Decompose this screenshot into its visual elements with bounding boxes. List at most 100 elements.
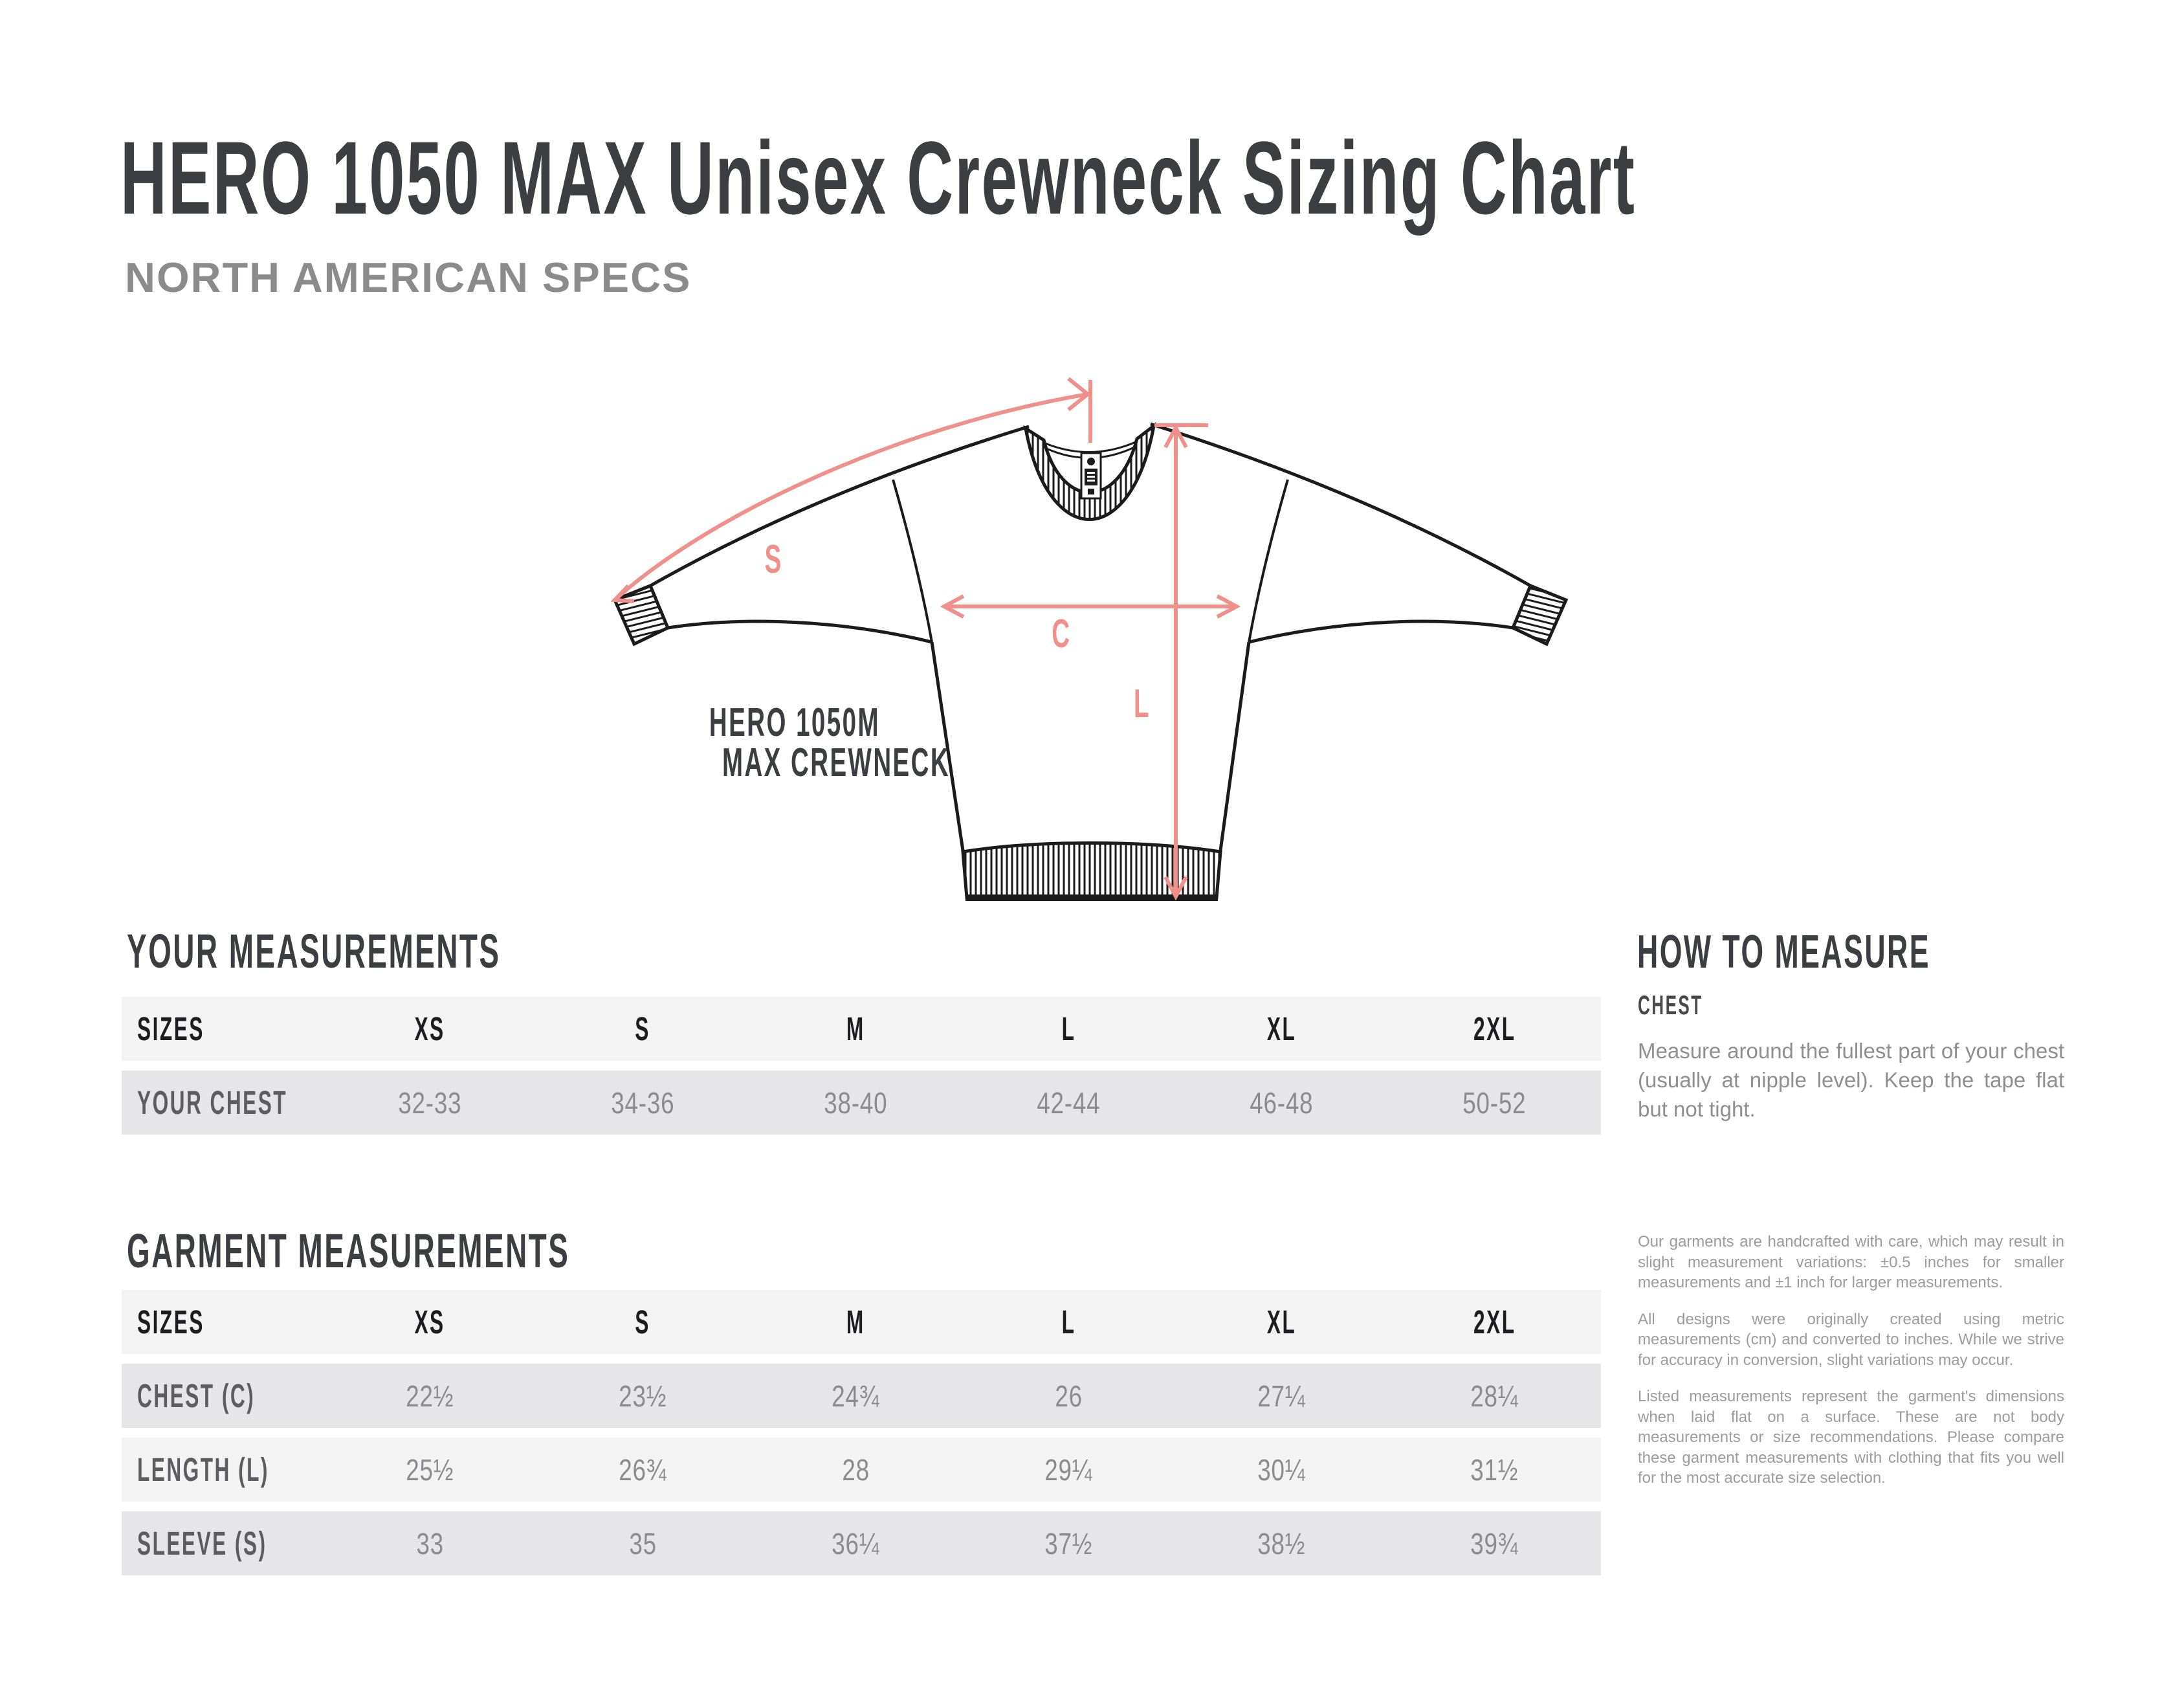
table-row: CHEST (C) 22½ 23½ 24¾ 26 27¼ 28¼ (122, 1364, 1601, 1428)
value-cell-text: 50-52 (1462, 1085, 1527, 1120)
value-cell-text: 27¼ (1257, 1379, 1306, 1413)
note-paragraph-3: Listed measurements represent the garmen… (1638, 1388, 2064, 1487)
header-cell-s-text: S (635, 1304, 651, 1340)
product-label-line1: HERO 1050M (709, 700, 881, 745)
value-cell-text: 32-33 (398, 1085, 462, 1120)
value-cell: 25½ (324, 1452, 536, 1487)
left-body-side (930, 641, 965, 851)
product-label-line2: MAX CREWNECK (722, 740, 951, 785)
garment-measurements-table: SIZES XS S M L XL 2XL CHEST (C) 22½ 23½ 24¾ 26 27¼ 28… (122, 1290, 1601, 1585)
value-cell-text: 31½ (1470, 1452, 1519, 1487)
value-cell: 26¾ (536, 1452, 749, 1487)
left-sleeve-underside (667, 619, 932, 644)
value-cell-text: 46-48 (1250, 1085, 1314, 1120)
note-paragraph-1: Our garments are handcrafted with care, … (1638, 1233, 2064, 1291)
header-cell-sizes-text: SIZES (137, 1010, 204, 1047)
header-cell-xl-text: XL (1266, 1304, 1297, 1340)
value-cell-text: 22½ (406, 1379, 454, 1413)
value-cell: 36¼ (749, 1526, 962, 1561)
header-cell-l-text: L (1061, 1304, 1076, 1340)
right-seam (1248, 479, 1289, 643)
value-cell: 33 (324, 1526, 536, 1561)
value-cell: 42-44 (962, 1085, 1175, 1120)
garment-measurements-heading: GARMENT MEASUREMENTS (127, 1224, 570, 1278)
sleeve-arrow (613, 392, 1088, 602)
row-label: LENGTH (L) (122, 1453, 324, 1486)
measure-marks (610, 377, 1241, 901)
header-cell-m: M (749, 1305, 962, 1338)
header-cell-s-text: S (635, 1010, 651, 1047)
neckline-inner-line-1 (1043, 440, 1138, 453)
left-shoulder-line (649, 425, 1030, 588)
row-label: YOUR CHEST (122, 1086, 324, 1119)
value-cell-text: 34-36 (611, 1085, 675, 1120)
value-cell: 37½ (962, 1526, 1175, 1561)
value-cell: 30¼ (1175, 1452, 1388, 1487)
page-title: HERO 1050 MAX Unisex Crewneck Sizing Cha… (120, 120, 1637, 236)
value-cell-text: 30¼ (1257, 1452, 1306, 1487)
length-arrowhead-top (1164, 423, 1188, 449)
chest-arrow-label: C (1051, 612, 1072, 656)
length-arrowhead-bottom (1164, 876, 1188, 901)
value-cell: 50-52 (1388, 1085, 1601, 1120)
your-measurements-heading: YOUR MEASUREMENTS (127, 924, 501, 978)
left-seam (892, 479, 933, 643)
product-label: HERO 1050M MAX CREWNECK (652, 700, 949, 783)
value-cell: 31½ (1388, 1452, 1601, 1487)
header-cell-l: L (962, 1012, 1175, 1045)
chest-arrowhead-right (1216, 594, 1241, 619)
value-cell-text: 38½ (1257, 1526, 1306, 1560)
value-cell: 29¼ (962, 1452, 1175, 1487)
collar-rib (1023, 422, 1156, 521)
note-paragraph-2: All designs were originally created usin… (1638, 1310, 2064, 1369)
value-cell-text: 24¾ (832, 1379, 880, 1413)
value-cell-text: 38-40 (824, 1085, 888, 1120)
header-cell-xs-text: XS (414, 1304, 446, 1340)
header-cell-xs: XS (324, 1012, 536, 1045)
value-cell-text: 42-44 (1037, 1085, 1101, 1120)
value-cell-text: 26 (1055, 1379, 1083, 1413)
how-to-measure-heading: HOW TO MEASURE (1637, 926, 1931, 978)
header-cell-xs: XS (324, 1305, 536, 1338)
header-cell-s: S (536, 1305, 749, 1338)
neck-tag-logo (1087, 458, 1095, 465)
header-cell-2xl-text: 2XL (1473, 1304, 1516, 1340)
how-to-measure-subheading: CHEST (1638, 990, 1703, 1020)
value-cell: 38½ (1175, 1526, 1388, 1561)
header-cell-xl: XL (1175, 1305, 1388, 1338)
value-cell: 26 (962, 1379, 1175, 1414)
value-cell-text: 28¼ (1470, 1379, 1519, 1413)
chest-arrowhead-left (940, 594, 965, 619)
length-arrow-label: L (1134, 682, 1151, 726)
value-cell-text: 28 (842, 1452, 870, 1487)
sleeve-arrowhead-right (1067, 377, 1091, 412)
value-cell: 35 (536, 1526, 749, 1561)
value-cell-text: 23½ (619, 1379, 667, 1413)
row-label: SLEEVE (S) (122, 1527, 324, 1560)
row-label-text: CHEST (C) (137, 1377, 256, 1414)
header-cell-m: M (749, 1012, 962, 1045)
value-cell-text: 29¼ (1044, 1452, 1093, 1487)
value-cell-text: 33 (416, 1526, 444, 1560)
value-cell-text: 25½ (406, 1452, 454, 1487)
value-cell-text: 36¼ (832, 1526, 880, 1560)
header-cell-sizes: SIZES (122, 1305, 324, 1338)
header-cell-sizes-text: SIZES (137, 1304, 204, 1340)
your-measurements-table: SIZES XS S M L XL 2XL YOUR CHEST 32-33 34-36 38-40… (122, 997, 1601, 1144)
header-cell-2xl-text: 2XL (1473, 1010, 1516, 1047)
sleeve-arrow-label: S (764, 537, 784, 582)
value-cell: 32-33 (324, 1085, 536, 1120)
value-cell: 27¼ (1175, 1379, 1388, 1414)
table-row: SLEEVE (S) 33 35 36¼ 37½ 38½ 39¾ (122, 1511, 1601, 1575)
value-cell: 34-36 (536, 1085, 749, 1120)
header-cell-s: S (536, 1012, 749, 1045)
notes: Our garments are handcrafted with care, … (1638, 1232, 2064, 1505)
value-cell: 46-48 (1175, 1085, 1388, 1120)
header-cell-2xl: 2XL (1388, 1012, 1601, 1045)
row-label-text: YOUR CHEST (137, 1084, 288, 1121)
header-cell-sizes: SIZES (122, 1012, 324, 1045)
value-cell-text: 26¾ (619, 1452, 667, 1487)
table-header-row: SIZES XS S M L XL 2XL (122, 1290, 1601, 1354)
row-label-text: SLEEVE (S) (137, 1525, 267, 1562)
